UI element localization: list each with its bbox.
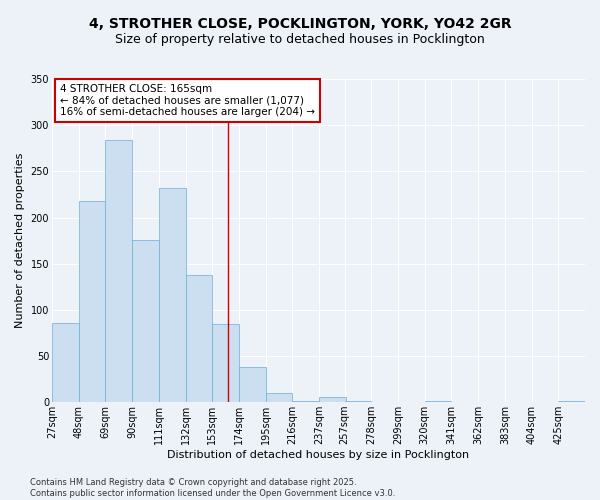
Text: Size of property relative to detached houses in Pocklington: Size of property relative to detached ho… [115,32,485,46]
Bar [79,201,106,402]
Bar [319,396,346,402]
Y-axis label: Number of detached properties: Number of detached properties [15,153,25,328]
Text: 4, STROTHER CLOSE, POCKLINGTON, YORK, YO42 2GR: 4, STROTHER CLOSE, POCKLINGTON, YORK, YO… [89,18,511,32]
Bar [344,401,371,402]
Bar [159,188,185,402]
Bar [106,140,132,402]
Bar [266,393,292,402]
X-axis label: Distribution of detached houses by size in Pocklington: Distribution of detached houses by size … [167,450,470,460]
Bar [558,401,585,402]
Bar [212,324,239,402]
Bar [292,401,319,402]
Bar [185,274,212,402]
Bar [52,323,79,402]
Text: Contains HM Land Registry data © Crown copyright and database right 2025.
Contai: Contains HM Land Registry data © Crown c… [30,478,395,498]
Bar [132,240,159,402]
Text: 4 STROTHER CLOSE: 165sqm
← 84% of detached houses are smaller (1,077)
16% of sem: 4 STROTHER CLOSE: 165sqm ← 84% of detach… [60,84,315,117]
Bar [425,401,451,402]
Bar [239,367,266,402]
